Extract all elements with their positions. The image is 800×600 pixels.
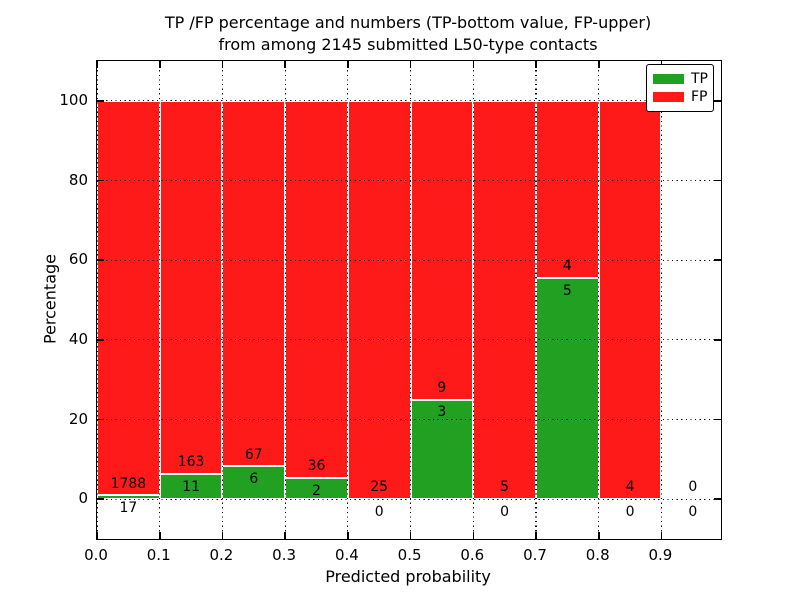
x-tick-label: 0.0 [84, 546, 108, 564]
x-tick-label: 0.1 [146, 546, 171, 564]
x-gridline [660, 61, 662, 539]
y-gridline [97, 179, 721, 182]
fp-count-label: 5 [500, 479, 510, 496]
tp-count-label: 0 [500, 503, 510, 520]
x-tickmark-top [598, 61, 600, 68]
y-tickmark-left [97, 259, 104, 261]
tp-color-swatch-icon [653, 73, 684, 84]
fp-count-label: 1788 [110, 475, 147, 492]
y-tickmark-left [97, 498, 104, 500]
fp-bar-segment [410, 100, 474, 400]
tp-count-label: 17 [119, 500, 138, 517]
x-tickmark-bottom [660, 532, 663, 539]
x-tickmark-bottom [472, 532, 474, 539]
fp-bar-segment [285, 100, 348, 479]
x-tickmark-top [472, 61, 474, 68]
x-tick-label: 0.7 [523, 546, 547, 564]
x-tick-label: 0.4 [334, 546, 359, 564]
x-tickmark-top [347, 61, 349, 68]
tp-count-label: 3 [437, 404, 447, 421]
x-tickmark-bottom [409, 532, 412, 539]
plot-area: 1788 17 163 11 67 6 36 2 25 0 9 3 5 0 4 5 4 0 0 0 [96, 60, 722, 540]
x-tick-label: 0.2 [209, 546, 234, 564]
x-gridline [284, 61, 286, 539]
y-gridline [97, 418, 721, 421]
chart-title-line-1: TP /FP percentage and numbers (TP-bottom… [164, 13, 652, 32]
fp-count-label: 67 [244, 446, 263, 463]
x-tickmark-bottom [598, 532, 600, 539]
legend: TP FP [646, 64, 714, 112]
tp-count-label: 6 [249, 471, 259, 488]
tp-count-label: 5 [562, 282, 572, 299]
x-axis-label: Predicted probability [325, 567, 491, 586]
x-gridline [598, 61, 600, 539]
y-tickmark-left [97, 339, 104, 341]
x-gridline [410, 61, 412, 539]
x-gridline [96, 61, 98, 539]
x-tickmark-bottom [96, 532, 98, 539]
legend-label-fp: FP [691, 89, 708, 106]
x-tick-label: 0.3 [272, 546, 297, 564]
fp-count-label: 36 [307, 458, 326, 475]
y-tick-label: 100 [59, 90, 88, 109]
x-tickmark-top [284, 61, 286, 68]
y-tick-label: 20 [68, 409, 88, 428]
y-tick-label: 40 [68, 329, 88, 348]
x-gridline [347, 61, 349, 539]
tp-count-label: 2 [312, 482, 321, 499]
x-gridline [535, 61, 537, 539]
x-tickmark-bottom [347, 532, 349, 539]
x-tickmark-bottom [535, 532, 537, 539]
x-tick-label: 0.9 [648, 546, 673, 564]
x-tickmark-top [409, 61, 412, 68]
x-tickmark-top [535, 61, 537, 68]
tp-count-label: 11 [182, 478, 201, 495]
legend-entry-fp: FP [653, 89, 708, 106]
y-gridline [97, 498, 721, 500]
chart-title-line-2: from among 2145 submitted L50-type conta… [218, 35, 598, 54]
fp-color-swatch-icon [653, 92, 684, 103]
y-gridline [97, 100, 721, 102]
fp-count-label: 0 [688, 479, 698, 496]
y-tickmark-right [714, 100, 721, 102]
annotations-layer: 1788 17 163 11 67 6 36 2 25 0 9 3 5 0 4 5 4 0 0 0 [97, 61, 721, 539]
y-tick-label: 0 [78, 489, 88, 508]
y-tickmark-left [97, 100, 104, 102]
y-tickmark-right [714, 339, 721, 341]
y-tickmark-left [97, 418, 104, 421]
tp-count-label: 0 [374, 503, 384, 520]
x-tickmark-top [221, 61, 224, 68]
x-tick-label: 0.5 [397, 546, 422, 564]
fp-count-label: 163 [177, 454, 205, 470]
x-gridline [159, 61, 161, 539]
y-tick-label: 80 [68, 170, 88, 189]
tp-count-label: 0 [625, 503, 635, 520]
x-tickmark-top [159, 61, 161, 68]
y-gridline [97, 339, 721, 341]
x-tick-label: 0.8 [585, 546, 610, 564]
x-gridline [221, 61, 223, 539]
y-gridline [97, 259, 721, 261]
legend-label-tp: TP [691, 70, 708, 87]
x-tickmark-bottom [159, 532, 161, 539]
y-tickmark-right [714, 418, 721, 421]
y-tickmark-right [714, 259, 721, 261]
fp-count-label: 25 [370, 479, 389, 496]
y-tick-label: 60 [68, 250, 88, 269]
tp-count-label: 0 [688, 503, 698, 520]
fp-count-label: 9 [437, 379, 447, 396]
fp-count-label: 4 [562, 257, 572, 274]
x-tick-label: 0.6 [460, 546, 485, 564]
x-gridline [472, 61, 474, 539]
fp-count-label: 4 [625, 479, 635, 496]
y-tickmark-right [714, 179, 721, 182]
x-tickmark-bottom [221, 532, 224, 539]
x-tickmark-top [96, 61, 98, 68]
y-tickmark-right [714, 498, 721, 500]
x-tickmark-bottom [284, 532, 286, 539]
legend-entry-tp: TP [653, 70, 708, 87]
y-tickmark-left [97, 179, 104, 182]
grid-layer [96, 61, 721, 539]
